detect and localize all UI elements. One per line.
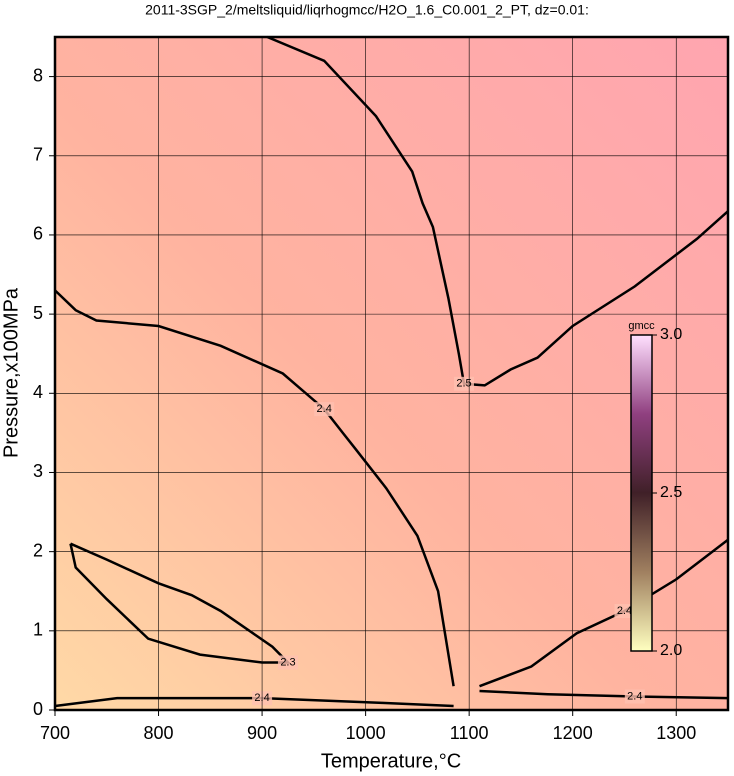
y-tick-label: 3: [33, 461, 43, 481]
plot-background: [55, 37, 728, 710]
y-tick-label: 6: [33, 224, 43, 244]
x-tick-label: 1300: [656, 723, 696, 743]
y-tick-label: 7: [33, 145, 43, 165]
plot-frame: [53, 35, 730, 712]
y-tick-label: 5: [33, 303, 43, 323]
x-tick-label: 800: [144, 723, 174, 743]
contour-label: 2.5: [456, 378, 471, 390]
contour-label-bg: [614, 604, 635, 619]
colorbar-tick-label: 2.5: [660, 484, 682, 501]
y-tick-label: 8: [33, 65, 43, 85]
contour-line: [479, 538, 729, 688]
chart-title: 2011-3SGP_2/meltsliquid/liqrhogmcc/H2O_1…: [145, 2, 589, 18]
x-tick-label: 1000: [346, 723, 386, 743]
y-tick-label: 4: [33, 382, 43, 402]
x-tick-label: 900: [247, 723, 277, 743]
x-tick-label: 700: [40, 723, 70, 743]
contour-line: [266, 35, 729, 387]
x-tick-label: 1200: [553, 723, 593, 743]
y-axis-label: Pressure,x100MPa: [0, 287, 22, 458]
contour-label: 2.3: [280, 656, 295, 668]
colorbar-tick-label: 3.0: [660, 326, 682, 343]
contour-label: 2.4: [317, 403, 332, 415]
y-tick-label: 1: [33, 620, 43, 640]
contour-line: [479, 689, 729, 700]
colorbar: [630, 334, 653, 652]
x-axis-label: Temperature,°C: [321, 750, 461, 772]
contour-label-bg: [314, 402, 335, 417]
y-tick-label: 2: [33, 540, 43, 560]
colorbar-tick-label: 2.0: [660, 642, 682, 659]
y-tick-label: 0: [33, 699, 43, 719]
contour-label-bg: [277, 655, 298, 670]
contour-label: 2.4: [617, 605, 632, 617]
colorbar-label: gmcc: [628, 320, 655, 332]
x-tick-label: 1100: [450, 723, 489, 743]
contour-label-bg: [624, 689, 645, 704]
contour-label: 2.4: [627, 690, 642, 702]
